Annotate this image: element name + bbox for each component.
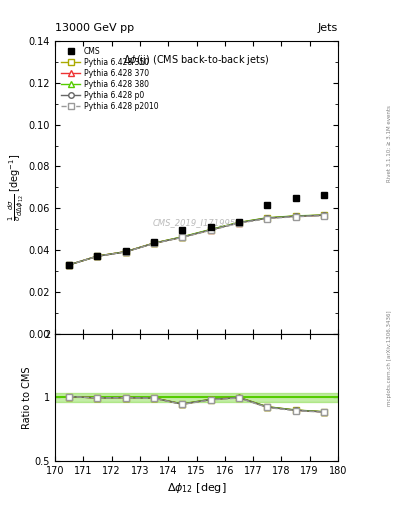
Y-axis label: Ratio to CMS: Ratio to CMS xyxy=(22,366,32,429)
Text: Rivet 3.1.10; ≥ 3.1M events: Rivet 3.1.10; ≥ 3.1M events xyxy=(387,105,391,182)
Y-axis label: $\frac{1}{\sigma}\frac{d\sigma}{d\Delta\phi_{12}}$ [deg$^{-1}$]: $\frac{1}{\sigma}\frac{d\sigma}{d\Delta\… xyxy=(7,154,26,221)
Legend: CMS, Pythia 6.428 350, Pythia 6.428 370, Pythia 6.428 380, Pythia 6.428 p0, Pyth: CMS, Pythia 6.428 350, Pythia 6.428 370,… xyxy=(59,45,161,113)
Text: mcplots.cern.ch [arXiv:1306.3436]: mcplots.cern.ch [arXiv:1306.3436] xyxy=(387,311,391,406)
Text: CMS_2019_I1719955: CMS_2019_I1719955 xyxy=(152,218,241,227)
Text: 13000 GeV pp: 13000 GeV pp xyxy=(55,23,134,33)
Text: Jets: Jets xyxy=(318,23,338,33)
X-axis label: $\Delta\phi_{12}$ [deg]: $\Delta\phi_{12}$ [deg] xyxy=(167,481,226,495)
Text: $\Delta\phi$(jj) (CMS back-to-back jets): $\Delta\phi$(jj) (CMS back-to-back jets) xyxy=(123,53,270,67)
Bar xyxy=(55,393,338,402)
